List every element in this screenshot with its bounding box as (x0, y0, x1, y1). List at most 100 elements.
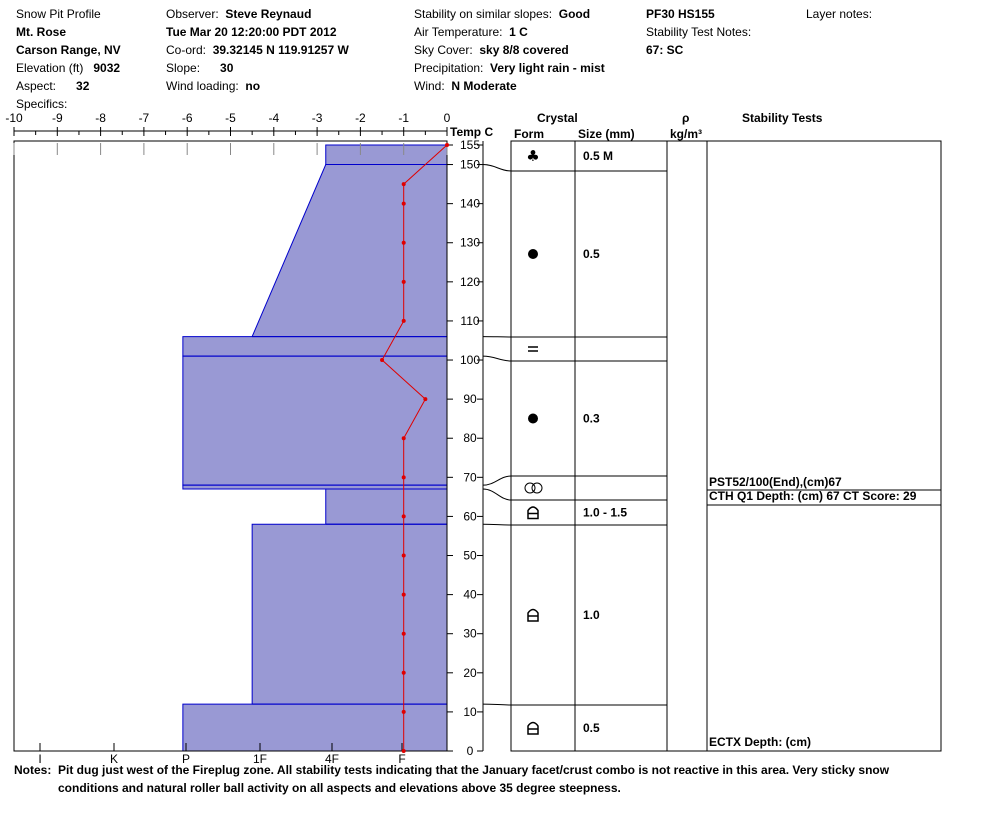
temp-tick-label: -6 (182, 111, 193, 125)
temperature-point (401, 240, 406, 245)
stability-notes-value: 67: SC (646, 43, 684, 57)
temp-tick-label: -8 (95, 111, 106, 125)
aspect-value: 32 (76, 79, 90, 93)
depth-tick-label: 70 (463, 470, 477, 484)
crystal-size-label: 0.5 (583, 247, 600, 261)
depth-tick-label: 110 (460, 314, 479, 328)
precip-label: Precipitation: (414, 61, 484, 75)
observer-label: Observer: (166, 7, 219, 21)
hardness-layer (251, 164, 448, 338)
stability-notes-label: Stability Test Notes: (646, 25, 752, 39)
hardness-layer (182, 355, 448, 486)
temperature-point (401, 749, 406, 753)
sky-label: Sky Cover: (414, 43, 473, 57)
depth-connector (482, 475, 512, 486)
stability-label: Stability on similar slopes: (414, 7, 553, 21)
stability-test-label: ECTX Depth: (cm) (709, 735, 811, 749)
slope-label: Slope: (166, 61, 201, 75)
temperature-point (401, 670, 406, 675)
coord-row: Co-ord: 39.32145 N 119.91257 W (166, 43, 349, 57)
temp-tick-label: -2 (355, 111, 366, 125)
form-header: Form (514, 127, 544, 141)
temp-tick-label: -1 (398, 111, 409, 125)
size-header: Size (mm) (578, 127, 635, 141)
temperature-point (401, 279, 406, 284)
stability-test-label: PST52/100(End),(cm)67 (709, 475, 842, 489)
wind-value: N Moderate (451, 79, 517, 93)
wind-loading-value: no (245, 79, 261, 93)
slope-row: Slope: 30 (166, 61, 233, 75)
depth-tick-label: 0 (467, 744, 474, 758)
depth-tick-label: 100 (460, 353, 480, 367)
depth-tick-label: 120 (460, 275, 480, 289)
depth-connector (482, 523, 512, 526)
depth-connector (482, 355, 512, 362)
depth-tick-label: 30 (463, 627, 477, 641)
temp-tick-label: 0 (444, 111, 451, 125)
hardness-layer (182, 703, 448, 752)
temp-tick-label: -9 (52, 111, 63, 125)
depth-tick-label: 40 (463, 588, 477, 602)
depth-connector (482, 488, 512, 501)
stability-tests-header: Stability Tests (742, 111, 823, 125)
depth-tick-label: 60 (463, 509, 477, 523)
density-unit-header: kg/m³ (670, 127, 703, 141)
temperature-point (401, 592, 406, 597)
precip-value: Very light rain - mist (490, 61, 605, 75)
temp-axis-title: Temp C (450, 125, 494, 139)
depth-tick-label: 80 (463, 431, 477, 445)
temperature-point (401, 514, 406, 519)
crystal-size-label: 0.5 (583, 721, 600, 735)
stability-value: Good (558, 7, 591, 21)
depth-tick-label: 50 (463, 549, 477, 563)
notes-line1: Pit dug just west of the Fireplug zone. … (58, 763, 890, 777)
stability-test-label: CTH Q1 Depth: (cm) 67 CT Score: 29 (709, 489, 917, 503)
wind-row: Wind: N Moderate (414, 79, 517, 93)
depth-tick-label: 150 (460, 158, 480, 172)
hardness-tick-label: 1F (253, 752, 267, 766)
temperature-point (445, 143, 449, 147)
hardness-layer (251, 523, 448, 705)
aspect-label: Aspect: (16, 79, 57, 93)
temperature-point (401, 709, 406, 714)
crystal-size-label: 0.5 M (583, 149, 613, 163)
temp-tick-label: -4 (268, 111, 279, 125)
aspect-row: Aspect: 32 (16, 79, 89, 93)
hardness-tick-label: P (182, 752, 190, 766)
air-temp-row: Air Temperature: 1 C (414, 25, 528, 39)
depth-connector (482, 164, 512, 172)
hardness-layer (182, 336, 448, 357)
wind-label: Wind: (414, 79, 445, 93)
temp-tick-label: -7 (139, 111, 150, 125)
specifics-label: Specifics: (16, 97, 68, 111)
temperature-point (401, 436, 406, 441)
observation-datetime: Tue Mar 20 12:20:00 PDT 2012 (166, 25, 337, 39)
elevation-value: 9032 (93, 61, 121, 75)
depth-tick-label: 20 (463, 666, 477, 680)
slope-value: 30 (220, 61, 234, 75)
sky-row: Sky Cover: sky 8/8 covered (414, 43, 569, 57)
depth-tick-label: 140 (460, 197, 480, 211)
observer-row: Observer: Steve Reynaud (166, 7, 311, 21)
temperature-point (423, 397, 428, 402)
rounded-grains-icon (528, 249, 538, 259)
temperature-point (401, 182, 406, 187)
temp-tick-label: -3 (312, 111, 323, 125)
crystal-size-label: 1.0 (583, 608, 600, 622)
crystal-header: Crystal (537, 111, 578, 125)
depth-hoar-icon (527, 608, 539, 622)
hardness-tick-label: K (110, 752, 118, 766)
plot-frame (13, 140, 448, 752)
temperature-point (380, 358, 385, 363)
crystal-size-label: 0.3 (583, 412, 600, 426)
crystal-table-frame (510, 140, 942, 752)
elevation-label: Elevation (ft) (16, 61, 84, 75)
observer-value: Steve Reynaud (225, 7, 312, 21)
notes-line2: conditions and natural roller ball activ… (58, 781, 621, 795)
depth-hoar-icon (527, 506, 539, 520)
melt-forms-icon (524, 482, 536, 494)
depth-hoar-icon (527, 721, 539, 735)
temp-tick-label: -5 (225, 111, 236, 125)
location-name: Mt. Rose (16, 25, 67, 39)
